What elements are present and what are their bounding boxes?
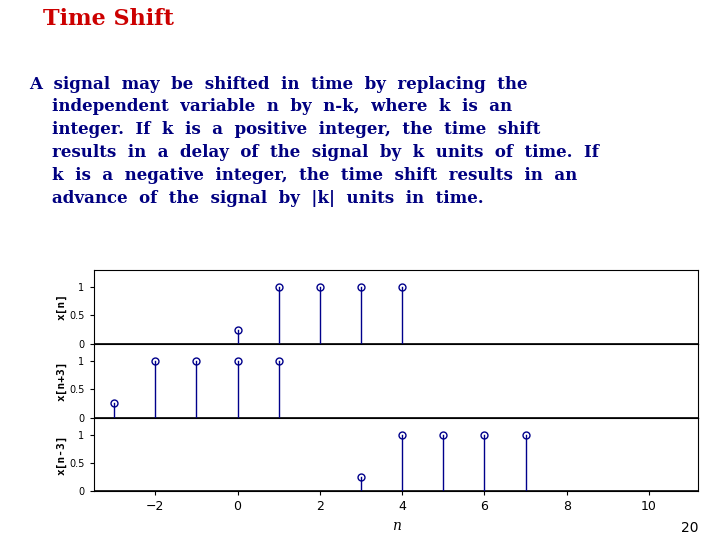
X-axis label: n: n xyxy=(392,519,400,533)
Text: 20: 20 xyxy=(681,521,698,535)
Text: Time Shift: Time Shift xyxy=(43,8,174,30)
Y-axis label: x[n]: x[n] xyxy=(56,293,66,320)
Text: A  signal  may  be  shifted  in  time  by  replacing  the
    independent  varia: A signal may be shifted in time by repla… xyxy=(29,76,598,207)
Y-axis label: x[n-3]: x[n-3] xyxy=(56,434,66,475)
Y-axis label: x[n+3]: x[n+3] xyxy=(56,361,66,401)
